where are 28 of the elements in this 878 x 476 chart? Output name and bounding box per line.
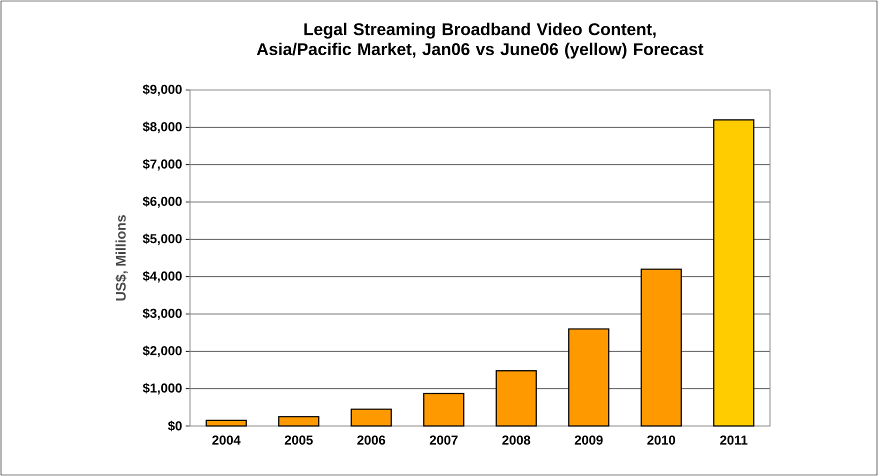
y-tick-label: $1,000 [142, 382, 182, 394]
y-axis-title: US$, Millions [115, 215, 128, 301]
chart-title: Legal Streaming Broadband Video Content, Asia/Pacific Market, Jan06 vs June06 (yellow) Forecast [256, 22, 704, 59]
y-tick-label: $5,000 [142, 234, 182, 246]
bar [640, 268, 682, 427]
bar [496, 370, 537, 427]
y-tick-label: $0 [168, 420, 182, 432]
x-tick-label: 2009 [574, 436, 603, 445]
y-tick-label: $2,000 [142, 346, 182, 358]
x-tick-label: 2005 [284, 436, 313, 445]
bar [568, 328, 610, 427]
bar [350, 408, 392, 427]
x-tick-label: 2010 [647, 436, 676, 445]
x-tick-label: 2006 [357, 436, 386, 445]
y-tick-label: $7,000 [142, 158, 182, 170]
bar [423, 392, 464, 427]
y-tick-label: $8,000 [142, 122, 182, 134]
x-tick-label: 2007 [430, 436, 458, 445]
y-tick-label: $3,000 [142, 308, 182, 320]
y-tick-label: $9,000 [142, 84, 182, 96]
x-tick-label: 2004 [212, 436, 241, 445]
bar [713, 119, 754, 427]
y-tick-label: $6,000 [142, 196, 182, 208]
y-tick-label: $4,000 [142, 270, 182, 282]
x-tick-label: 2008 [502, 436, 530, 445]
bar [278, 416, 320, 427]
bar [206, 420, 247, 427]
x-tick-label: 2011 [720, 436, 748, 445]
